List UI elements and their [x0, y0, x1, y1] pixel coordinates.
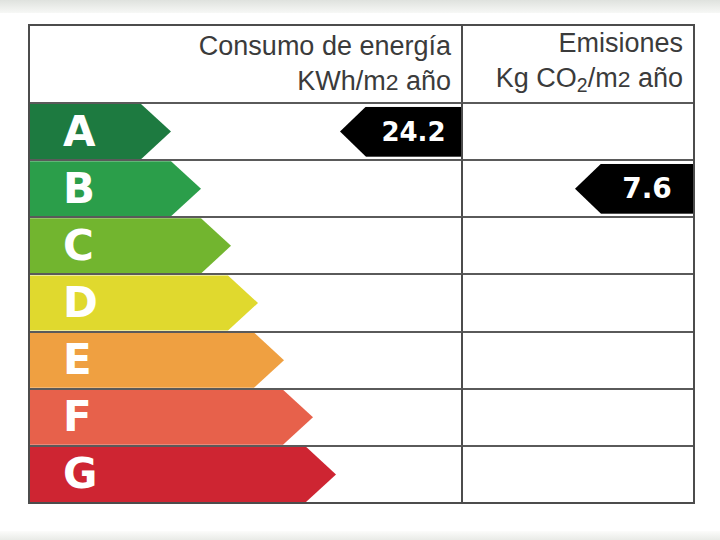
- rating-arrow-F: F: [30, 390, 313, 445]
- row-B-emissions-cell: 7.6: [463, 159, 693, 216]
- row-D-emissions-cell: [463, 273, 693, 330]
- header-emissions-title: Emisiones: [558, 26, 683, 61]
- row-G-consumption-cell: G: [30, 445, 463, 502]
- consumption-value: 24.2: [381, 117, 445, 147]
- rating-arrow-G: G: [30, 447, 336, 502]
- row-F-consumption-cell: F: [30, 388, 463, 445]
- row-C-emissions-cell: [463, 216, 693, 273]
- header-emissions: Emisiones Kg CO2/m2 año: [463, 26, 693, 102]
- header-consumption-units: KWh/m2 año: [297, 64, 451, 100]
- consumption-value-marker: 24.2: [340, 106, 461, 156]
- emissions-units-subscript: 2: [577, 73, 588, 95]
- row-A-consumption-cell: A 24.2: [30, 102, 463, 159]
- rating-letter-B: B: [30, 168, 95, 210]
- row-B-consumption-cell: B: [30, 159, 463, 216]
- rating-arrow-E: E: [30, 333, 284, 388]
- row-G-emissions-cell: [463, 445, 693, 502]
- consumption-units-post: año: [398, 66, 451, 96]
- energy-efficiency-label: Consumo de energía KWh/m2 año Emisiones …: [0, 0, 720, 540]
- consumption-units-pre: KWh/m: [297, 66, 386, 96]
- emissions-units-post: año: [630, 63, 683, 93]
- rating-letter-C: C: [30, 225, 94, 267]
- rating-letter-F: F: [30, 396, 92, 438]
- rating-table: Consumo de energía KWh/m2 año Emisiones …: [28, 24, 695, 504]
- rating-letter-A: A: [30, 111, 96, 153]
- rating-letter-G: G: [30, 453, 97, 495]
- header-consumption-title: Consumo de energía: [199, 29, 451, 64]
- row-A-emissions-cell: [463, 102, 693, 159]
- emissions-units-mid: /m: [588, 63, 618, 93]
- background-strip-bottom: [0, 531, 720, 540]
- header-emissions-units: Kg CO2/m2 año: [496, 61, 683, 103]
- row-E-emissions-cell: [463, 331, 693, 388]
- rating-letter-E: E: [30, 339, 92, 381]
- emissions-value: 7.6: [622, 172, 672, 205]
- row-D-consumption-cell: D: [30, 273, 463, 330]
- emissions-value-marker: 7.6: [575, 164, 693, 214]
- background-strip-top: [0, 0, 720, 13]
- rating-arrow-D: D: [30, 275, 258, 330]
- rating-arrow-C: C: [30, 218, 231, 273]
- rating-arrow-B: B: [30, 161, 201, 216]
- row-F-emissions-cell: [463, 388, 693, 445]
- header-consumption: Consumo de energía KWh/m2 año: [30, 26, 463, 102]
- consumption-units-exponent: 2: [386, 69, 399, 95]
- row-E-consumption-cell: E: [30, 331, 463, 388]
- rating-letter-D: D: [30, 282, 98, 324]
- rating-arrow-A: A: [30, 104, 171, 159]
- row-C-consumption-cell: C: [30, 216, 463, 273]
- emissions-units-exponent: 2: [618, 66, 631, 92]
- emissions-units-pre: Kg CO: [496, 63, 577, 93]
